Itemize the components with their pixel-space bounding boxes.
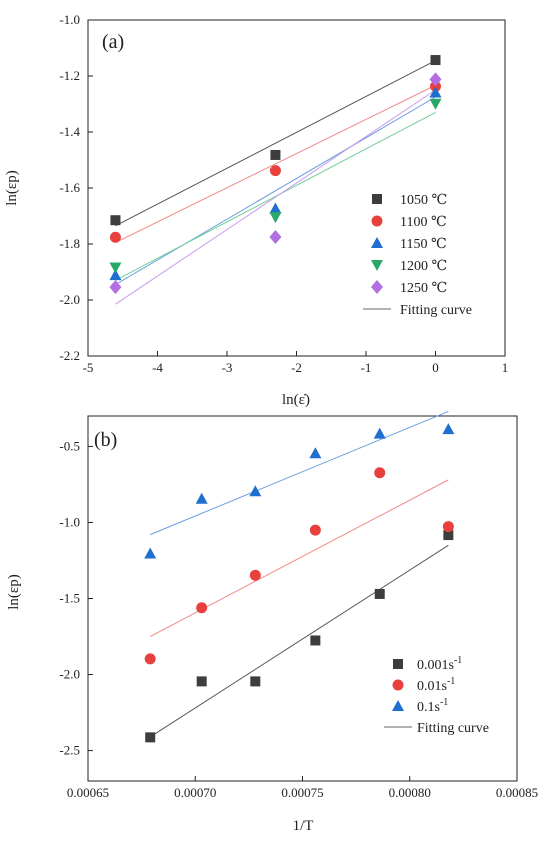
data-point bbox=[269, 230, 282, 244]
y-tick-label: -1.2 bbox=[59, 68, 80, 83]
y-axis-title: ln(εp) bbox=[6, 574, 22, 609]
legend-marker bbox=[371, 237, 383, 248]
data-point bbox=[374, 467, 386, 479]
y-tick-label: -2.0 bbox=[59, 667, 80, 682]
data-point bbox=[145, 732, 156, 743]
legend-fit-label: Fitting curve bbox=[400, 303, 472, 318]
data-point bbox=[109, 269, 122, 281]
legend-label: 1150 ℃ bbox=[400, 237, 447, 252]
y-tick-label: -2.0 bbox=[59, 292, 80, 307]
legend-label: 0.001s-1 bbox=[417, 655, 462, 673]
data-point bbox=[144, 547, 157, 559]
fit-line bbox=[150, 410, 449, 536]
y-tick-label: -1.6 bbox=[59, 180, 80, 195]
data-point bbox=[429, 72, 442, 87]
y-tick-label: -1.0 bbox=[59, 514, 80, 529]
legend-label: 1200 ℃ bbox=[400, 259, 447, 274]
data-point bbox=[110, 215, 121, 226]
data-point bbox=[429, 86, 442, 98]
y-tick-label: -1.4 bbox=[59, 124, 80, 139]
data-point bbox=[196, 602, 208, 614]
x-tick-label: -3 bbox=[222, 360, 233, 375]
y-tick-label: -0.5 bbox=[59, 438, 80, 453]
panel-b-chart: 0.00065 0.00070 0.00075 0.00080 0.00085 -2.5 -… bbox=[6, 410, 538, 834]
x-tick-label: 0.00070 bbox=[174, 785, 216, 800]
data-point bbox=[309, 524, 321, 536]
data-point bbox=[196, 676, 207, 687]
legend-label: 1250 ℃ bbox=[400, 281, 447, 296]
data-point bbox=[109, 262, 122, 274]
legend-marker bbox=[372, 194, 382, 204]
x-tick-label: -2 bbox=[291, 360, 302, 375]
y-tick-label: -1.5 bbox=[59, 591, 80, 606]
panel-label: (b) bbox=[94, 429, 117, 451]
data-point bbox=[269, 212, 282, 224]
legend-label: 0.01s-1 bbox=[417, 676, 455, 694]
data-point bbox=[309, 447, 322, 459]
data-point bbox=[109, 280, 122, 295]
data-point bbox=[270, 149, 281, 160]
fit-line bbox=[115, 96, 436, 286]
x-tick-label: -5 bbox=[83, 360, 94, 375]
y-tick-label: -1.8 bbox=[59, 236, 80, 251]
legend-marker bbox=[371, 280, 383, 294]
fit-line bbox=[115, 89, 436, 305]
legend-marker bbox=[371, 260, 383, 271]
x-tick-label: 0.00080 bbox=[389, 785, 431, 800]
x-tick-label: 1 bbox=[502, 360, 509, 375]
x-tick-label: 0.00065 bbox=[67, 785, 109, 800]
x-tick-label: 0 bbox=[432, 360, 439, 375]
legend-label: 0.1s-1 bbox=[417, 697, 448, 715]
legend-label: 1100 ℃ bbox=[400, 215, 447, 230]
legend-marker bbox=[393, 659, 403, 669]
legend-label: 1050 ℃ bbox=[400, 193, 447, 208]
legend-marker bbox=[392, 700, 404, 711]
data-point bbox=[250, 676, 261, 687]
legend-fit-label: Fitting curve bbox=[417, 721, 489, 736]
data-point bbox=[430, 55, 441, 66]
data-point bbox=[310, 635, 321, 646]
data-point bbox=[442, 423, 455, 435]
x-axis-title: 1/T bbox=[293, 818, 314, 834]
legend-marker bbox=[392, 679, 404, 691]
legend-marker bbox=[371, 215, 383, 227]
y-tick-label: -2.5 bbox=[59, 743, 80, 758]
fit-line bbox=[149, 544, 449, 738]
panel-a-chart: -5 -4 -3 -2 -1 0 1 -2.2 -2.0 -1.8 -1.6 -1.4 -1.2 -1.0… bbox=[4, 12, 508, 408]
x-axis-title: ln(ε̇) bbox=[282, 392, 310, 408]
fit-line bbox=[115, 60, 436, 227]
fit-line bbox=[149, 479, 449, 637]
data-point bbox=[109, 231, 121, 243]
x-tick-label: 0.00075 bbox=[281, 785, 323, 800]
x-tick-label: 0.00085 bbox=[496, 785, 538, 800]
x-tick-label: -4 bbox=[152, 360, 163, 375]
panel-label: (a) bbox=[102, 31, 124, 53]
data-point bbox=[374, 588, 385, 599]
data-point bbox=[249, 569, 261, 581]
fit-line bbox=[115, 111, 436, 281]
legend: 1050 ℃ 1100 ℃ 1150 ℃ 1200 ℃ 1250 ℃ Fitting cu… bbox=[363, 193, 472, 318]
y-tick-label: -2.2 bbox=[59, 348, 80, 363]
legend: 0.001s-1 0.01s-1 0.1s-1 Fitting curve bbox=[384, 655, 489, 736]
data-point bbox=[144, 653, 156, 665]
data-point bbox=[249, 485, 262, 497]
fit-line bbox=[115, 84, 436, 244]
y-axis-title: ln(εp) bbox=[4, 170, 20, 205]
data-point bbox=[269, 202, 282, 214]
data-point bbox=[195, 492, 208, 504]
x-tick-label: -1 bbox=[361, 360, 372, 375]
data-point bbox=[373, 427, 386, 439]
data-point bbox=[429, 98, 442, 110]
data-point bbox=[442, 521, 454, 533]
data-point bbox=[443, 530, 454, 541]
y-tick-label: -1.0 bbox=[59, 12, 80, 27]
data-point bbox=[269, 165, 281, 177]
